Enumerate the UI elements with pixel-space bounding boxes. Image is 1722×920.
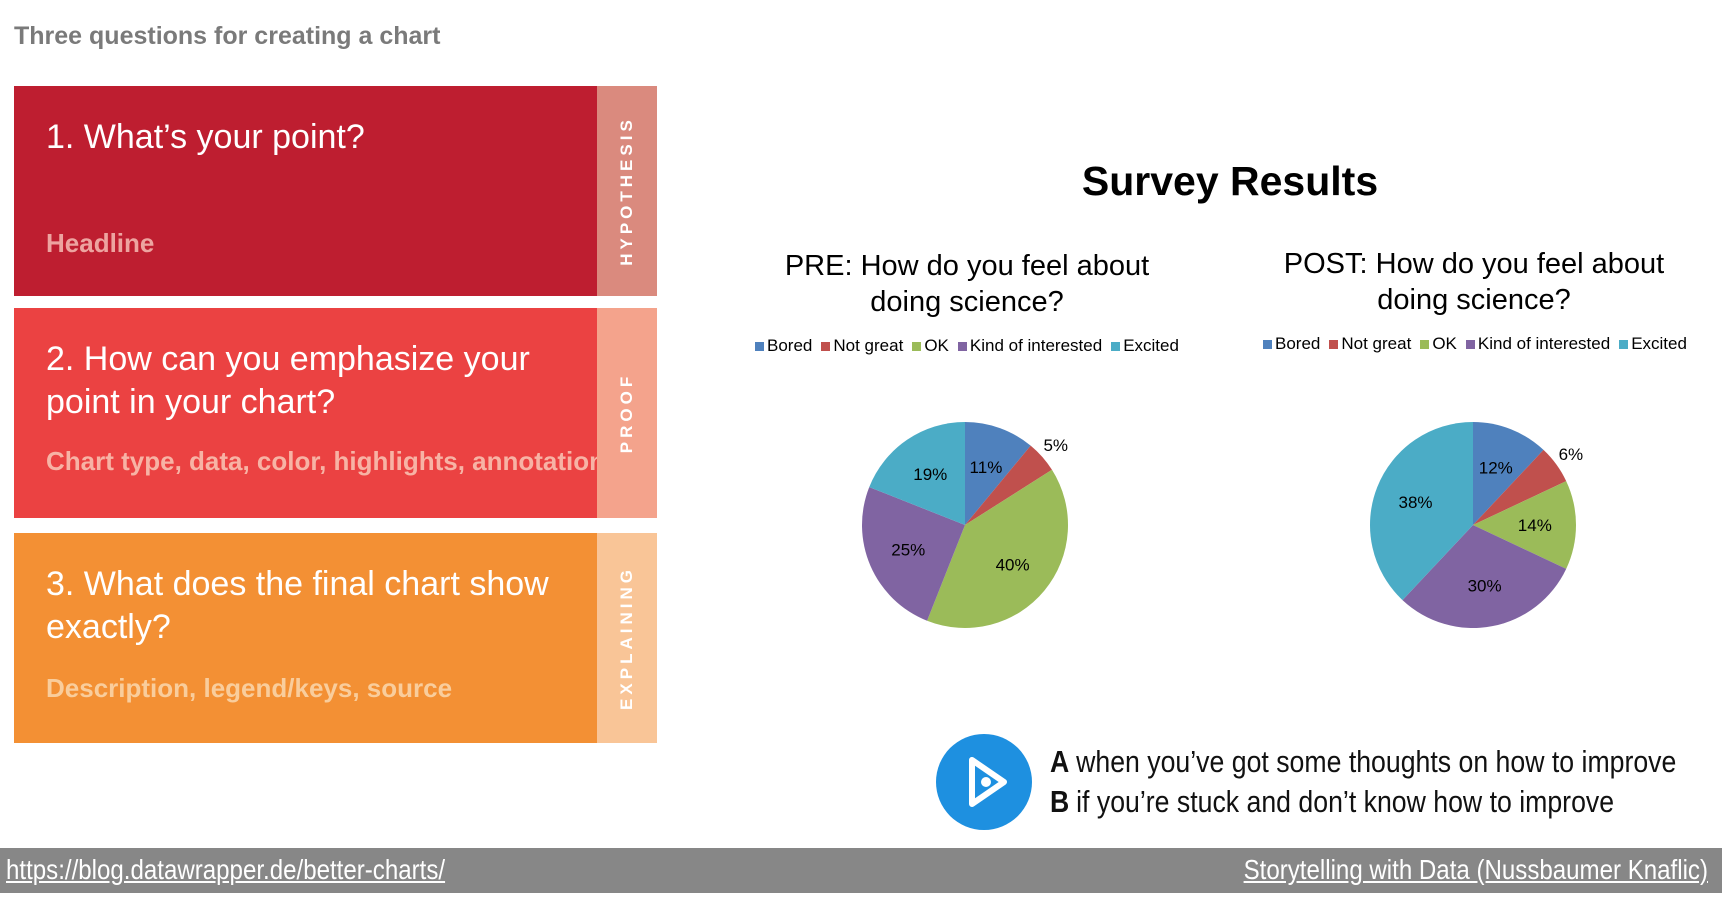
question-2-text: 2. How can you emphasize your point in y… — [46, 340, 530, 421]
post-chart-title: POST: How do you feel about doing scienc… — [1283, 248, 1665, 316]
question-3-tag: EXPLAINING — [597, 533, 657, 743]
legend-item: Bored — [755, 336, 812, 356]
pie-data-label: 25% — [891, 541, 925, 560]
question-2-tag: PROOF — [597, 308, 657, 518]
legend-item: OK — [1420, 334, 1457, 354]
legend-item: Kind of interested — [957, 336, 1103, 356]
legend-label: Kind of interested — [969, 336, 1103, 355]
question-2-tag-label: PROOF — [617, 372, 637, 454]
legend-swatch — [1465, 339, 1475, 349]
question-card-1: 1. What’s your point? Headline HYPOTHESI… — [14, 86, 657, 296]
page-title: Three questions for creating a chart — [14, 22, 441, 50]
pre-pie-chart: 11% 5% 40% 25% 19% — [862, 422, 1068, 628]
option-a-text: when you’ve got some thoughts on how to … — [1076, 744, 1677, 779]
pie-slice-ok — [927, 469, 1068, 628]
pie-data-label: 40% — [996, 555, 1030, 574]
play-icon — [969, 757, 1007, 807]
pie-slice-excited — [869, 422, 965, 525]
legend-item: Excited — [1111, 336, 1179, 356]
legend-label: Not great — [1341, 334, 1412, 353]
pie-data-label: 11% — [970, 458, 1003, 477]
pie-slice-not-great — [965, 445, 1052, 525]
pie-data-label: 12% — [1479, 459, 1513, 478]
question-1-tag-label: HYPOTHESIS — [617, 116, 636, 266]
pre-chart-title: PRE: How do you feel about doing science… — [784, 250, 1150, 318]
legend-label: Excited — [1123, 336, 1179, 355]
pie-data-label: 38% — [1399, 493, 1433, 512]
legend-item: Not great — [1329, 334, 1411, 354]
footer-bar: https://blog.datawrapper.de/better-chart… — [0, 848, 1722, 893]
legend-swatch — [1263, 339, 1272, 349]
question-card-2: 2. How can you emphasize your point in y… — [14, 308, 657, 518]
survey-title: Survey Results — [1081, 158, 1379, 204]
pie-data-label: 6% — [1559, 445, 1584, 464]
pre-chart-legend: Bored Not great OK Kind of interested Excite… — [755, 336, 1179, 356]
legend-label: Bored — [767, 336, 813, 355]
pie-data-label: 14% — [1518, 516, 1552, 535]
datawrapper-link[interactable]: https://blog.datawrapper.de/better-chart… — [6, 854, 446, 885]
legend-item: Not great — [821, 336, 903, 356]
legend-label: Not great — [833, 336, 904, 355]
legend-label: OK — [1432, 334, 1457, 353]
question-2-subtext: Chart type, data, color, highlights, ann… — [46, 446, 620, 476]
question-1-tag: HYPOTHESIS — [597, 86, 657, 296]
option-a-key: A — [1050, 744, 1070, 779]
pie-slice-bored — [965, 422, 1031, 525]
legend-swatch — [821, 341, 831, 351]
question-1-text: 1. What’s your point? — [46, 118, 365, 156]
legend-swatch — [1111, 341, 1121, 351]
pie-data-label: 5% — [1043, 436, 1068, 455]
question-3-text: 3. What does the final chart show exactl… — [46, 565, 549, 646]
pie-slice-kind-of-interested — [1402, 525, 1567, 628]
post-pie-chart: 12% 6% 14% 30% 38% — [1370, 422, 1583, 628]
source-link[interactable]: Storytelling with Data (Nussbaumer Knafl… — [1243, 854, 1708, 885]
question-3-subtext: Description, legend/keys, source — [46, 673, 453, 703]
pie-data-label: 30% — [1468, 577, 1502, 596]
question-card-3: 3. What does the final chart show exactl… — [14, 533, 657, 743]
legend-swatch — [912, 341, 922, 351]
pie-slice-excited — [1370, 422, 1473, 601]
option-b-text: if you’re stuck and don’t know how to im… — [1076, 784, 1615, 819]
legend-item: Kind of interested — [1465, 334, 1611, 354]
option-b-key: B — [1050, 784, 1070, 819]
pie-slice-ok — [1473, 481, 1576, 569]
post-chart-legend: Bored Not great OK Kind of interested Excite… — [1263, 334, 1687, 354]
question-1-subtext: Headline — [46, 228, 155, 258]
legend-swatch — [1619, 339, 1629, 349]
legend-item: Bored — [1263, 334, 1320, 354]
legend-label: Bored — [1275, 334, 1321, 353]
legend-label: OK — [924, 336, 949, 355]
legend-item: Excited — [1619, 334, 1687, 354]
pie-slice-not-great — [1473, 449, 1567, 525]
legend-label: Kind of interested — [1477, 334, 1611, 353]
legend-swatch — [1420, 339, 1430, 349]
pie-slice-kind-of-interested — [862, 487, 965, 621]
legend-swatch — [1329, 339, 1339, 349]
pie-data-label: 19% — [913, 465, 947, 484]
pie-slice-bored — [1473, 422, 1544, 525]
question-3-tag-label: EXPLAINING — [617, 566, 636, 710]
legend-item: OK — [912, 336, 949, 356]
legend-swatch — [755, 341, 764, 351]
legend-swatch — [957, 341, 967, 351]
legend-label: Excited — [1631, 334, 1687, 353]
datawrapper-logo — [936, 734, 1032, 830]
